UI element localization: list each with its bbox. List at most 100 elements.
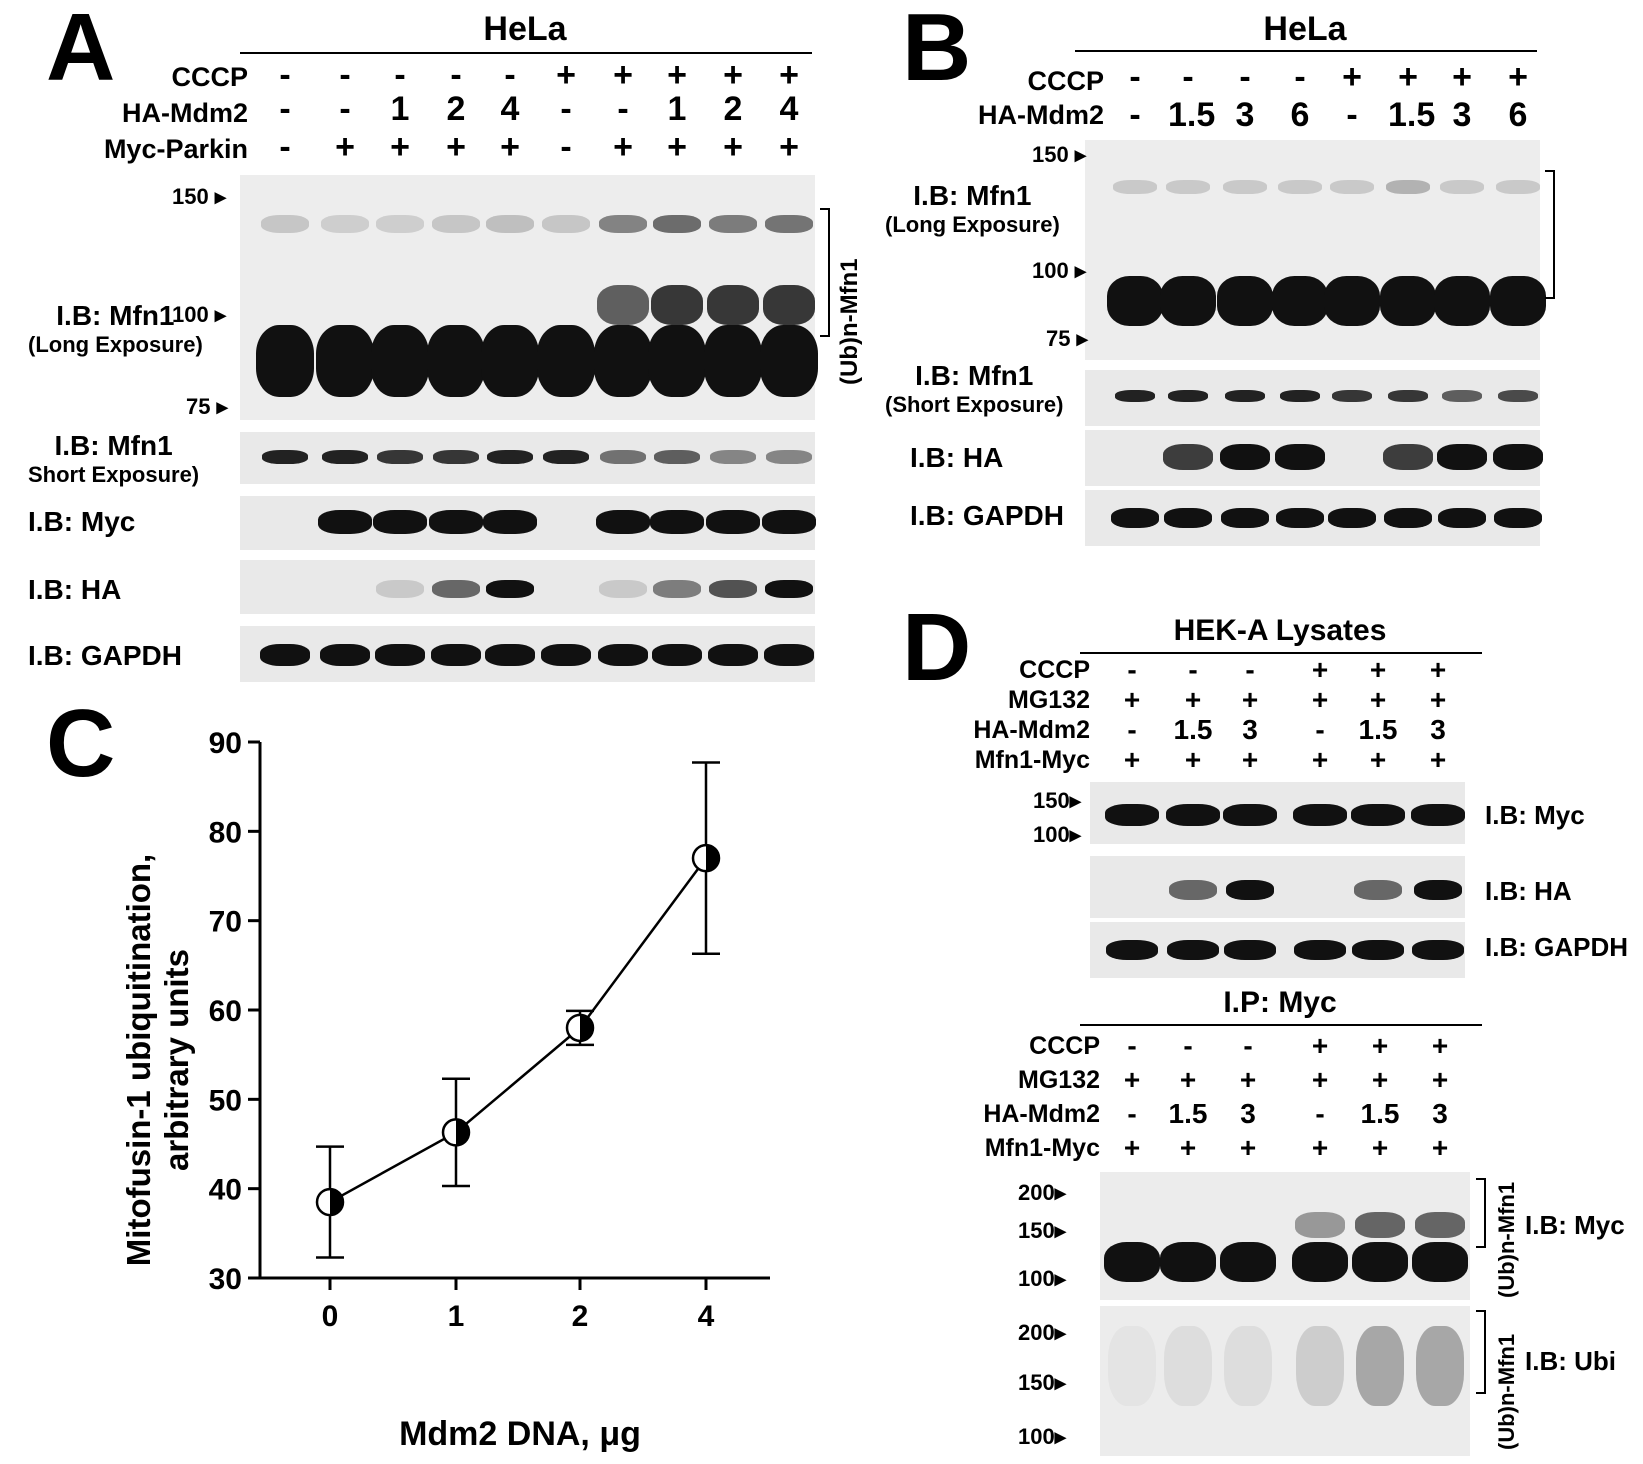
panel-a-mfn1-long-band-lane-1 [256,325,314,397]
panel-d-lys-mw-150: 150▸ [1033,788,1081,813]
panel-a-mfn1-short-band-lane-4 [433,450,479,464]
panel-b-mfn1-ub-band-lane-6 [1386,180,1430,194]
panel-a-mfn1-smear-band-lane-9 [707,285,759,325]
panel-d-ip-myc-ub-band-lane-5 [1355,1212,1405,1238]
y-tick-label-40: 40 [209,1174,242,1207]
panel-b-mfn1-ub-band-lane-3 [1223,180,1267,194]
panel-a-mw-100: 100 ▸ [172,302,226,327]
panel-d-ip-cccp-lane-6: + [1431,1030,1449,1061]
panel-b-mdm2-lane-5: - [1346,96,1358,134]
panel-d-lys-cccp-lane-2: - [1188,654,1198,685]
panel-b-mfn1-long-band-lane-4 [1272,276,1328,326]
panel-a-cccp-lane-6: + [556,56,576,94]
panel-b-mfn1-ub-band-lane-7 [1440,180,1484,194]
panel-b-mfn1-short-band-lane-6 [1388,390,1428,402]
x-tick-label-1: 1 [448,1300,465,1333]
panel-d-lys-mg132-lane-3: + [1241,684,1259,715]
panel-d-ip-mg132-lane-1: + [1123,1064,1141,1095]
panel-b-mw-150: 150 ▸ [1032,142,1086,167]
panel-a-mfn1-ub-band-lane-5 [486,215,534,233]
panel-b-label-gapdh: I.B: GAPDH [910,500,1064,531]
panel-a-mfn1-long-band-lane-10 [760,325,818,397]
panel-a-letter: A [46,0,116,101]
panel-b-cccp-lane-8: + [1508,58,1528,96]
panel-b-blot-mfn1-short [1085,370,1540,426]
panel-a-gapdh-band-lane-9 [708,644,758,666]
panel-a-row-label-cccp: CCCP [171,62,248,92]
panel-d-lys-mg132-lane-4: + [1311,684,1329,715]
panel-a-blot-mfn1-short [240,432,815,484]
panel-b-cccp-lane-7: + [1452,58,1472,96]
panel-d-ip-ubi-band-lane-2 [1164,1326,1212,1406]
panel-d-lys-ha-band-lane-5 [1354,880,1402,900]
panel-b-mfn1-ub-band-lane-5 [1330,180,1374,194]
panel-d-lysates-title: HEK-A Lysates [1173,614,1387,647]
panel-a-mfn1-smear-band-lane-7 [597,285,649,325]
panel-b-gapdh-band-lane-1 [1111,508,1159,528]
panel-a-label-myc: I.B: Myc [28,506,136,537]
panel-a-mfn1-short-band-lane-2 [322,450,368,464]
panel-d-lys-mdm2-lane-4: - [1315,714,1325,745]
panel-a-mdm2-lane-4: 2 [446,90,466,128]
x-tick-label-0: 0 [322,1300,339,1333]
panel-b-gapdh-band-lane-5 [1328,508,1376,528]
panel-a-label-mfn1-long: I.B: Mfn1 (Long Exposure) [28,300,203,357]
panel-b-blot-gapdh [1085,490,1542,546]
panel-b-mfn1-ub-band-lane-2 [1166,180,1210,194]
panel-a-mdm2-lane-8: 1 [667,90,687,128]
panel-d-ip-cccp-lane-1: - [1127,1030,1137,1061]
panel-b-cccp-lane-6: + [1398,58,1418,96]
y-tick-label-30: 30 [209,1263,242,1296]
panel-a-mdm2-lane-5: 4 [500,90,520,128]
panel-a-mfn1-ub-band-lane-4 [432,215,480,233]
panel-d-ip-cccp-lane-4: + [1311,1030,1329,1061]
panel-d-ip-mg132-lane-4: + [1311,1064,1329,1095]
panel-d-ip-mfn1myc-lane-3: + [1239,1132,1257,1163]
panel-d-lys-mfn1myc-lane-6: + [1429,744,1447,775]
panel-a-ha-band-lane-3 [376,580,424,598]
panel-d-ip-myc-ub-label: (Ub)n-Mfn1 [1494,1181,1519,1298]
panel-d-lys-gapdh-band-lane-6 [1412,940,1464,960]
panel-d-ip-ubi-band-lane-3 [1224,1326,1272,1406]
panel-a-ub-label: (Ub)n-Mfn1 [836,258,863,385]
panel-a-mfn1-long-band-lane-5 [481,325,539,397]
panel-d-letter: D [902,594,972,701]
panel-b-mfn1-short-band-lane-7 [1442,390,1482,402]
panel-a-parkin-lane-2: + [335,128,355,166]
panel-d-lys-row-mfn1myc: Mfn1-Myc [974,746,1090,774]
panel-a-mfn1-short-band-lane-10 [766,450,812,464]
panel-b-mdm2-lane-8: 6 [1508,96,1528,134]
panel-d-ip-cccp-lane-2: - [1183,1030,1193,1061]
panel-d-lys-gapdh-band-lane-4 [1294,940,1346,960]
panel-d-lys-mfn1myc-lane-1: + [1123,744,1141,775]
panel-d-label-lys-myc: I.B: Myc [1485,800,1585,830]
panel-a-gapdh-band-lane-1 [260,644,310,666]
panel-d-ip-row-mdm2: HA-Mdm2 [983,1100,1100,1128]
panel-d-ip-myc-ub-band-lane-4 [1295,1212,1345,1238]
panel-d-lys-mdm2-lane-1: - [1127,714,1137,745]
panel-b-ha-band-lane-6 [1383,444,1433,470]
panel-d-ip-myc-band-lane-1 [1104,1242,1160,1282]
panel-b-label-mfn1-long: I.B: Mfn1 (Long Exposure) [885,180,1060,237]
panel-a-row-label-mdm2: HA-Mdm2 [122,98,248,128]
panel-d-ip-myc-mw-100: 100▸ [1018,1266,1066,1291]
panel-d-ip-ubi-band-lane-4 [1296,1326,1344,1406]
panel-b-mdm2-lane-1: - [1129,96,1141,134]
panel-d-ip-ubi-mw-150: 150▸ [1018,1370,1066,1395]
panel-d-lys-myc-band-lane-2 [1166,804,1220,826]
panel-a-myc-band-lane-7 [596,510,650,534]
panel-a-gapdh-band-lane-7 [598,644,648,666]
panel-d-ip-mfn1myc-lane-5: + [1371,1132,1389,1163]
panel-a-gapdh-band-lane-6 [541,644,591,666]
panel-a-mdm2-lane-6: - [560,90,572,128]
panel-b-mdm2-lane-6: 1.5 [1388,96,1436,134]
panel-d-lys-mdm2-lane-6: 3 [1430,714,1446,745]
panel-a-cccp-lane-1: - [279,56,291,94]
panel-b-cccp-lane-1: - [1129,58,1141,96]
panel-d-blot-lys-gapdh [1090,922,1465,978]
panel-b-mfn1-long-band-lane-6 [1380,276,1436,326]
panel-a-mfn1-long-band-lane-6 [537,325,595,397]
x-axis-label: Mdm2 DNA, μg [399,1415,641,1453]
panel-d-ip-row-mg132: MG132 [1018,1066,1100,1094]
panel-c-chart: Mitofusin-1 ubiquitination, arbitrary un… [120,730,770,1453]
